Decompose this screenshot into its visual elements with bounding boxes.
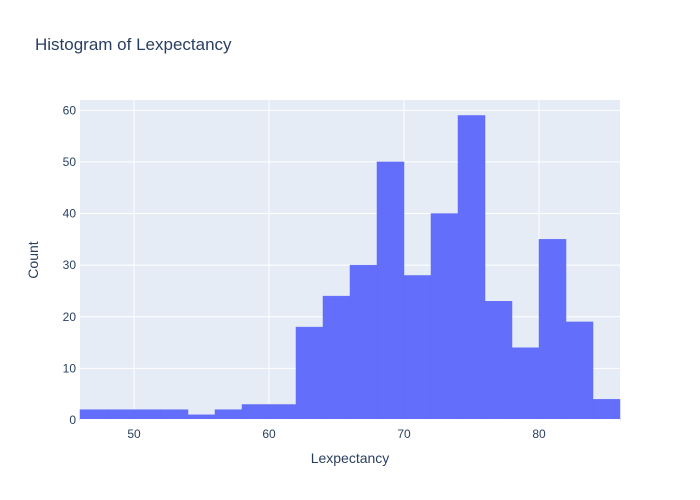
y-tick-label: 0: [69, 413, 76, 427]
histogram-bar[interactable]: [511, 347, 540, 421]
y-tick-label: 60: [63, 103, 77, 117]
histogram-bar[interactable]: [214, 409, 243, 421]
histogram-bar[interactable]: [484, 301, 513, 421]
bars: [79, 115, 621, 421]
histogram-bar[interactable]: [106, 409, 135, 421]
histogram-bar[interactable]: [349, 264, 378, 421]
axes: 0 10 20 30 40 50 60 50 60 70 80: [63, 103, 620, 441]
histogram-bar[interactable]: [430, 213, 459, 421]
histogram-bar[interactable]: [241, 404, 270, 421]
y-tick-label: 20: [63, 310, 77, 324]
y-tick-label: 30: [63, 258, 77, 272]
y-tick-label: 10: [63, 361, 77, 375]
histogram-bar[interactable]: [403, 275, 432, 421]
x-tick-label: 50: [127, 427, 141, 441]
histogram-bar[interactable]: [79, 409, 108, 421]
x-tick-label: 70: [397, 427, 411, 441]
x-tick-label: 80: [532, 427, 546, 441]
histogram-bar[interactable]: [457, 115, 486, 421]
y-tick-label: 50: [63, 155, 77, 169]
histogram-bar[interactable]: [295, 326, 324, 421]
x-axis-title: Lexpectancy: [311, 450, 390, 466]
x-tick-label: 60: [262, 427, 276, 441]
histogram-bar[interactable]: [268, 404, 297, 421]
y-tick-label: 40: [63, 207, 77, 221]
chart-title: Histogram of Lexpectancy: [35, 35, 232, 54]
histogram-bar[interactable]: [592, 399, 621, 421]
histogram-bar[interactable]: [133, 409, 162, 421]
histogram-bar[interactable]: [538, 239, 567, 421]
histogram-bar[interactable]: [160, 409, 189, 421]
histogram-bar[interactable]: [565, 321, 594, 421]
y-axis-title: Count: [25, 241, 41, 278]
histogram-bar[interactable]: [322, 295, 351, 421]
histogram-bar[interactable]: [376, 161, 405, 421]
